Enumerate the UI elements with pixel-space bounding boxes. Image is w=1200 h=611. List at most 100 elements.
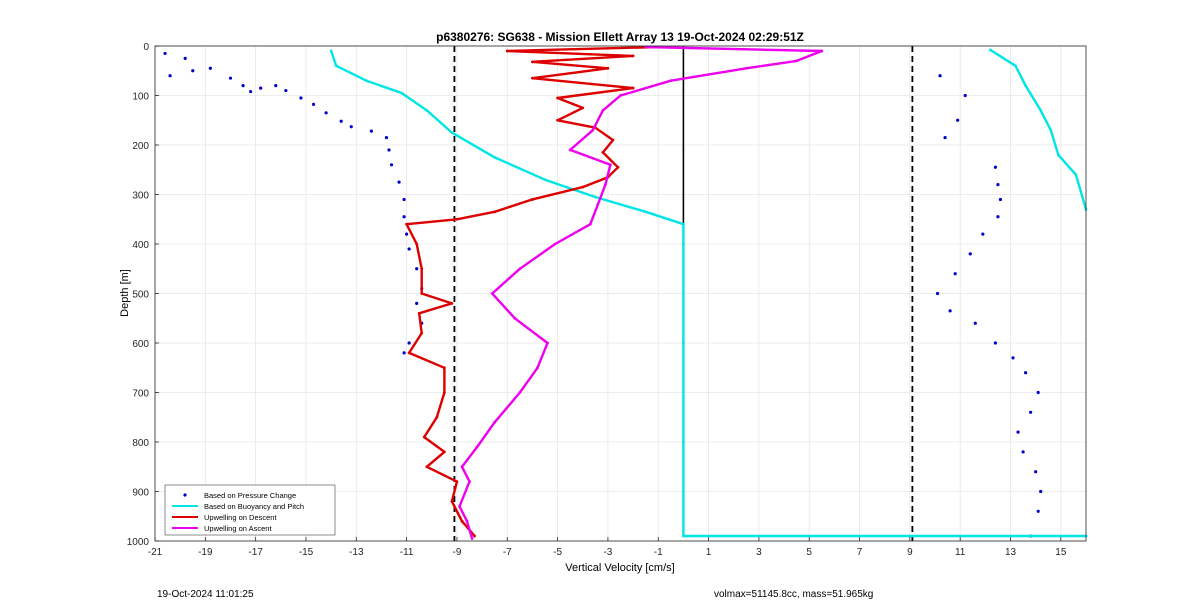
data-point: [682, 341, 685, 345]
data-point: [1036, 509, 1040, 513]
data-point: [415, 301, 419, 305]
y-tick-label: 900: [132, 488, 149, 499]
data-point: [274, 84, 278, 88]
legend-label: Based on Pressure Change: [204, 491, 296, 500]
data-point: [619, 94, 622, 97]
x-tick-label: 15: [1055, 547, 1067, 558]
data-point: [249, 89, 253, 94]
data-point: [943, 135, 947, 140]
data-point: [820, 49, 824, 53]
data-point: [513, 316, 517, 320]
data-point: [596, 203, 600, 206]
data-point: [405, 222, 409, 226]
data-point: [531, 60, 534, 64]
y-axis-label: Depth [m]: [119, 269, 131, 317]
x-tick-label: -13: [349, 547, 364, 558]
data-point: [581, 185, 585, 189]
series-group: [329, 48, 1088, 538]
data-point: [397, 180, 401, 184]
chart-title: p6380276: SG638 - Mission Ellett Array 1…: [436, 30, 804, 44]
series-group: [458, 45, 824, 540]
data-point: [1074, 173, 1078, 177]
data-point: [682, 222, 685, 226]
data-point: [407, 247, 411, 251]
series-line: [989, 48, 1088, 210]
x-tick-label: 1: [706, 547, 712, 558]
x-tick-label: 5: [806, 547, 812, 558]
legend-label: Upwelling on Descent: [204, 513, 277, 522]
x-tick-label: -19: [198, 547, 213, 558]
data-point: [349, 125, 353, 129]
data-point: [795, 59, 799, 63]
data-point: [1029, 410, 1033, 414]
data-point: [556, 96, 559, 100]
data-point: [593, 195, 597, 199]
data-point: [183, 56, 187, 60]
legend-label: Based on Buoyancy and Pitch: [204, 502, 304, 511]
data-point: [473, 534, 476, 538]
volmax-mass-footer: volmax=51145.8cc, mass=51.965kg: [714, 589, 874, 600]
data-point: [1024, 84, 1028, 87]
data-point: [470, 537, 474, 540]
data-point: [981, 232, 985, 236]
data-point: [163, 51, 167, 56]
data-point: [553, 242, 557, 246]
x-tick-label: -5: [553, 547, 562, 558]
data-point: [420, 267, 424, 271]
data-point: [450, 302, 454, 305]
data-point: [591, 128, 595, 132]
data-point: [1011, 356, 1015, 360]
x-tick-label: 13: [1005, 547, 1017, 558]
data-point: [425, 465, 429, 469]
data-point: [311, 102, 316, 107]
data-point: [996, 183, 1000, 187]
y-tick-label: 800: [132, 438, 149, 449]
data-point: [546, 341, 549, 345]
data-point: [420, 331, 424, 335]
data-point: [417, 311, 421, 315]
data-point: [299, 96, 303, 100]
data-point: [581, 106, 585, 110]
data-point: [405, 232, 409, 236]
data-point: [455, 217, 459, 221]
x-tick-label: 3: [756, 547, 762, 558]
data-point: [948, 309, 952, 313]
data-point: [384, 135, 389, 140]
data-point: [465, 519, 469, 523]
data-point: [993, 165, 998, 169]
data-point: [609, 163, 612, 167]
data-point: [996, 215, 1000, 219]
y-tick-label: 200: [132, 141, 149, 152]
data-point: [168, 74, 172, 78]
data-point: [998, 197, 1003, 202]
data-point: [407, 341, 411, 345]
data-point: [475, 445, 479, 449]
data-point: [442, 450, 446, 454]
data-point: [387, 148, 391, 152]
data-point: [400, 91, 403, 95]
data-point: [1016, 430, 1020, 434]
data-point: [460, 519, 464, 523]
data-point: [682, 242, 685, 246]
data-point: [442, 391, 446, 394]
data-point: [631, 86, 635, 90]
data-point: [402, 215, 406, 219]
data-point: [631, 54, 635, 58]
x-tick-label: -21: [148, 547, 163, 558]
data-point: [536, 366, 539, 370]
x-tick-label: 7: [857, 547, 863, 558]
data-point: [1049, 128, 1053, 132]
data-point: [956, 118, 960, 122]
data-point: [518, 267, 522, 271]
x-tick-label: -7: [503, 547, 512, 558]
x-tick-label: -11: [400, 547, 414, 558]
data-point: [259, 86, 263, 90]
y-tick-label: 300: [132, 191, 149, 202]
data-point: [993, 341, 998, 345]
x-tick-label: 11: [955, 547, 966, 558]
data-point: [644, 210, 648, 214]
y-tick-label: 700: [132, 389, 149, 400]
data-point: [604, 183, 607, 187]
data-point: [407, 351, 411, 355]
data-point: [556, 118, 559, 122]
